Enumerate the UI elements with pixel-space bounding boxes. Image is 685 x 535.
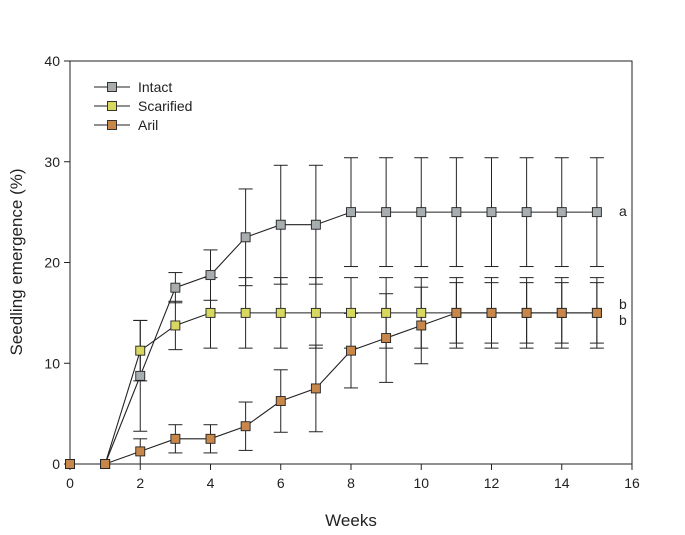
- intact-line: [70, 211, 597, 465]
- aril-line: [70, 312, 597, 465]
- x-axis-title: Weeks: [325, 511, 377, 530]
- aril-point: [100, 459, 111, 469]
- y-tick-label: 10: [44, 355, 60, 371]
- intact-point: [416, 207, 427, 218]
- scarified-point: [310, 307, 321, 318]
- intact-point: [381, 207, 392, 218]
- y-tick-label: 0: [52, 456, 60, 472]
- aril-point: [170, 433, 181, 444]
- y-tick-label: 30: [44, 154, 60, 170]
- x-tick-label: 12: [484, 475, 500, 491]
- scarified-point: [205, 307, 216, 318]
- intact-point: [521, 207, 532, 218]
- aril-significance-label: b: [619, 312, 627, 328]
- aril-point: [346, 345, 356, 356]
- x-tick-label: 8: [347, 475, 355, 491]
- intact-point: [205, 270, 216, 281]
- scarified-line: [70, 312, 597, 465]
- legend-label-scarified: Scarified: [138, 98, 192, 114]
- y-tick-label: 20: [44, 255, 60, 271]
- legend-label-intact: Intact: [138, 79, 172, 95]
- aril-point: [205, 433, 216, 444]
- intact-point: [135, 370, 146, 381]
- scarified-point: [381, 307, 392, 318]
- x-tick-label: 4: [207, 475, 215, 491]
- scarified-point: [240, 307, 251, 318]
- intact-point: [170, 282, 181, 293]
- scarified-point: [170, 320, 181, 331]
- aril-point: [486, 307, 497, 318]
- aril-point: [521, 307, 532, 318]
- x-tick-label: 6: [277, 475, 285, 491]
- intact-point: [346, 207, 356, 218]
- aril-point: [451, 307, 462, 318]
- aril-point: [275, 396, 286, 406]
- aril-point: [135, 446, 146, 457]
- intact-point: [486, 207, 497, 218]
- aril-point: [310, 383, 321, 394]
- scarified-point: [135, 345, 146, 356]
- axes: 0 2 4 6 8 10 12 14 16 0 10 20 30 40: [44, 53, 640, 491]
- x-tick-label: 14: [554, 475, 570, 491]
- intact-point: [240, 232, 251, 243]
- y-tick-label: 40: [44, 53, 60, 69]
- intact-point: [451, 207, 462, 218]
- aril-point: [381, 333, 392, 344]
- legend: Intact Scarified Aril: [94, 79, 192, 133]
- legend-marker-intact: [107, 82, 117, 92]
- legend-label-aril: Aril: [138, 117, 158, 133]
- x-tick-label: 16: [624, 475, 640, 491]
- x-tick-label: 2: [136, 475, 144, 491]
- aril-point: [65, 459, 75, 469]
- aril-point: [416, 320, 427, 331]
- intact-point: [310, 219, 321, 230]
- scarified-point: [416, 307, 427, 318]
- legend-marker-aril: [107, 120, 117, 130]
- significance-labels: a bb: [619, 203, 627, 328]
- intact-significance-label: a: [619, 203, 627, 219]
- series-markers: [65, 207, 602, 469]
- y-axis-title: Seedling emergence (%): [7, 168, 26, 355]
- legend-marker-scarified: [107, 101, 117, 111]
- aril-point: [240, 421, 251, 432]
- x-tick-label: 10: [413, 475, 429, 491]
- intact-point: [275, 219, 286, 230]
- scarified-point: [275, 307, 286, 318]
- scarified-significance-label: b: [619, 296, 627, 312]
- scarified-point: [346, 307, 356, 318]
- intact-point: [556, 207, 567, 218]
- intact-point: [591, 207, 602, 218]
- aril-point: [556, 307, 567, 318]
- aril-point: [591, 307, 602, 318]
- error-bars: [133, 157, 604, 465]
- x-tick-label: 0: [66, 475, 74, 491]
- series-lines: [70, 211, 597, 465]
